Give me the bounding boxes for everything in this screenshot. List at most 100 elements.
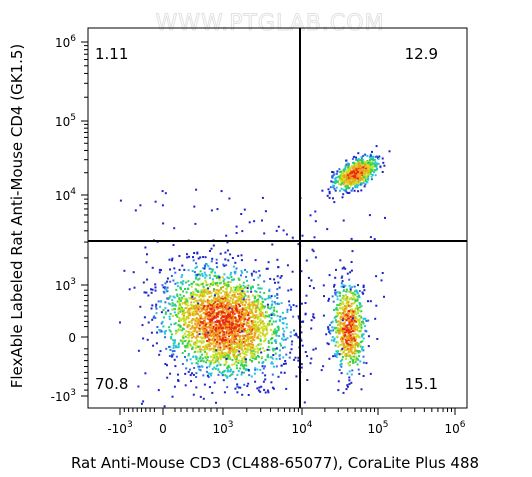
event-dot bbox=[352, 360, 354, 363]
event-dot bbox=[230, 347, 233, 350]
event-dot bbox=[192, 256, 194, 259]
event-dot bbox=[339, 189, 341, 192]
event-dot bbox=[210, 271, 213, 274]
event-dot bbox=[370, 168, 373, 171]
event-dot bbox=[219, 338, 222, 341]
event-dot bbox=[155, 303, 158, 306]
event-dot bbox=[244, 347, 246, 350]
event-dot bbox=[181, 264, 184, 267]
event-dot bbox=[225, 234, 228, 237]
event-dot bbox=[160, 269, 162, 272]
event-dot bbox=[216, 332, 219, 335]
event-dot bbox=[198, 310, 201, 313]
event-dot bbox=[151, 266, 154, 269]
x-tick-label: 105 bbox=[367, 420, 388, 436]
event-dot bbox=[212, 321, 215, 324]
event-dot bbox=[342, 289, 345, 292]
event-dot bbox=[230, 368, 232, 371]
event-dot bbox=[238, 328, 241, 331]
event-dot bbox=[331, 336, 334, 338]
event-dot bbox=[210, 316, 213, 319]
event-dot bbox=[207, 372, 210, 375]
event-dot bbox=[362, 286, 365, 289]
event-dot bbox=[343, 181, 346, 184]
event-dot bbox=[227, 281, 230, 284]
event-dot bbox=[249, 358, 252, 361]
event-dot bbox=[178, 255, 181, 257]
event-dot bbox=[176, 281, 179, 284]
x-axis-ticks: -103 0 103 104 105 106 bbox=[107, 408, 466, 436]
event-dot bbox=[252, 348, 255, 351]
event-dot bbox=[217, 326, 220, 329]
event-dot bbox=[340, 282, 343, 285]
event-dot bbox=[215, 314, 218, 317]
event-dot bbox=[164, 311, 167, 314]
event-dot bbox=[227, 318, 230, 321]
event-dot bbox=[213, 381, 216, 384]
event-dot bbox=[347, 335, 350, 338]
event-dot bbox=[237, 254, 240, 257]
event-dot bbox=[225, 361, 228, 364]
event-dot bbox=[189, 368, 191, 371]
event-dot bbox=[341, 181, 344, 184]
event-dot bbox=[206, 366, 208, 369]
event-dot bbox=[170, 336, 173, 338]
event-dot bbox=[335, 353, 338, 356]
event-dot bbox=[255, 323, 258, 326]
event-dot bbox=[381, 171, 384, 173]
event-dot bbox=[158, 329, 161, 331]
event-dot bbox=[353, 189, 356, 192]
event-dot bbox=[297, 315, 300, 318]
event-dot bbox=[288, 300, 291, 303]
event-dot bbox=[241, 271, 243, 274]
event-dot bbox=[224, 251, 227, 254]
event-dot bbox=[349, 315, 352, 318]
event-dot bbox=[231, 257, 234, 259]
event-dot bbox=[368, 162, 371, 165]
event-dot bbox=[243, 359, 246, 362]
event-dot bbox=[241, 360, 243, 363]
event-dot bbox=[209, 355, 212, 358]
event-dot bbox=[218, 278, 221, 281]
event-dot bbox=[246, 347, 249, 350]
event-dot bbox=[350, 173, 353, 176]
event-dot bbox=[312, 287, 315, 290]
event-dot bbox=[334, 319, 337, 322]
event-dot bbox=[343, 298, 346, 301]
event-dot bbox=[258, 295, 261, 297]
event-dot bbox=[336, 314, 339, 317]
event-dot bbox=[253, 316, 256, 319]
event-dot bbox=[367, 171, 370, 174]
event-dot bbox=[180, 296, 183, 299]
event-dot bbox=[169, 348, 172, 351]
event-dot bbox=[344, 267, 347, 270]
event-dot bbox=[217, 348, 220, 351]
event-dot bbox=[354, 339, 356, 342]
event-dot bbox=[238, 359, 240, 362]
event-dot bbox=[209, 250, 211, 252]
event-dot bbox=[181, 306, 184, 309]
event-dot bbox=[201, 304, 204, 307]
event-dot bbox=[179, 310, 181, 313]
event-dot bbox=[187, 304, 190, 307]
event-dot bbox=[289, 351, 292, 354]
event-dot bbox=[208, 301, 211, 303]
event-dot bbox=[205, 353, 208, 356]
event-dot bbox=[353, 319, 356, 322]
event-dot bbox=[201, 294, 204, 297]
event-dot bbox=[226, 241, 229, 244]
event-dot bbox=[355, 158, 358, 161]
event-dot bbox=[238, 350, 241, 353]
event-dot bbox=[273, 278, 276, 281]
event-dot bbox=[184, 307, 187, 310]
event-dot bbox=[199, 294, 202, 297]
event-dot bbox=[339, 294, 341, 297]
event-dot bbox=[245, 353, 248, 356]
event-dot bbox=[184, 356, 186, 358]
event-dot bbox=[254, 304, 257, 307]
event-dot bbox=[212, 325, 215, 328]
event-dot bbox=[358, 162, 361, 165]
event-dot bbox=[239, 285, 242, 288]
event-dot bbox=[238, 288, 241, 291]
event-dot bbox=[221, 354, 224, 357]
